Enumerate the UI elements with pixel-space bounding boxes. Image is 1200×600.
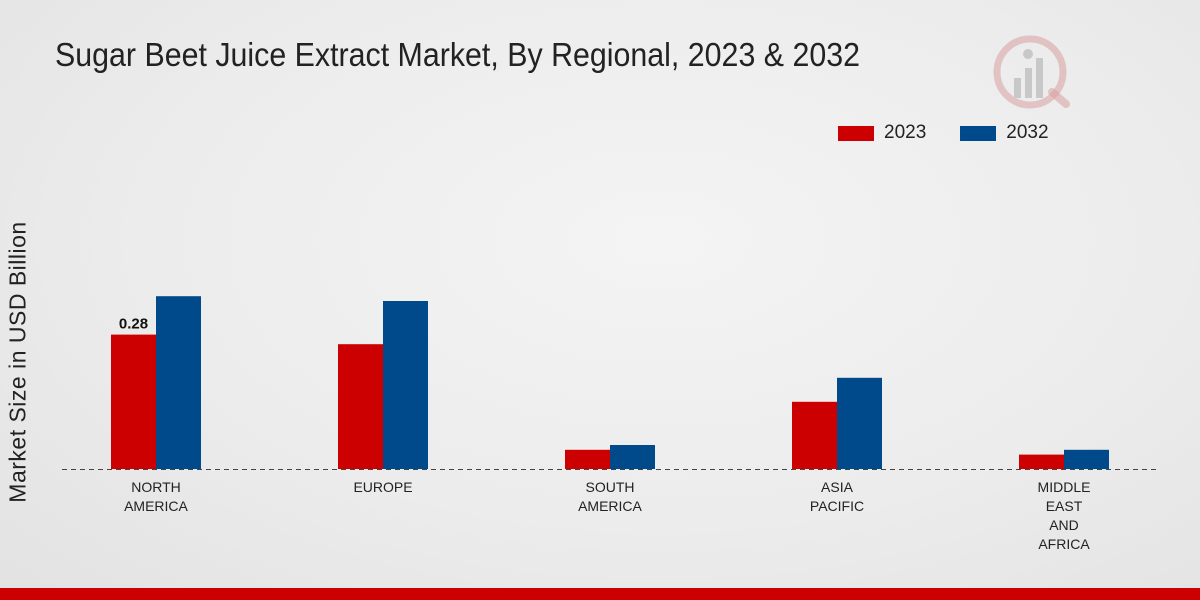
legend-item-2032: 2032 [960,122,1049,144]
x-tick-label-line: SOUTH [586,479,635,495]
x-tick-label-line: AFRICA [1038,536,1090,552]
legend-swatch-2023 [838,125,874,141]
x-tick-label-line: EUROPE [353,479,412,495]
bar-2023-3 [792,401,837,469]
bar-2032-0 [156,296,201,469]
x-tick-label-0: NORTH AMERICA [124,479,188,514]
x-tick-label-line: EAST [1046,498,1083,514]
footer-accent-bar [0,588,1200,600]
chart-title: Sugar Beet Juice Extract Market, By Regi… [55,36,860,73]
bar-2032-1 [383,301,428,469]
brand-logo-icon [993,35,1070,109]
x-tick-label-2: SOUTH AMERICA [578,479,642,514]
chart-legend: 2023 2032 [838,122,1049,144]
data-label-0: 0.28 [119,316,148,333]
bar-2023-0 [111,334,156,469]
bar-2023-2 [565,449,610,469]
x-tick-label-line: AMERICA [578,498,642,514]
legend-item-2023: 2023 [838,122,926,144]
x-tick-label-line: PACIFIC [810,498,864,514]
x-tick-label-4: MIDDLE EAST AND AFRICA [1038,479,1091,552]
x-tick-label-1: EUROPE [353,479,412,495]
legend-label-2023: 2023 [884,122,927,143]
bar-2032-4 [1064,449,1109,469]
x-tick-label-3: ASIA PACIFIC [810,479,864,514]
x-tick-label-line: NORTH [131,479,181,495]
bar-2023-1 [338,344,383,469]
x-tick-label-line: ASIA [821,479,854,495]
bar-2023-4 [1019,454,1064,469]
x-tick-label-line: MIDDLE [1038,479,1091,495]
legend-label-2032: 2032 [1006,122,1049,143]
legend-swatch-2032 [960,125,997,141]
x-tick-label-line: AMERICA [124,498,188,514]
x-tick-label-line: AND [1049,517,1079,533]
bar-2032-3 [837,377,882,469]
bar-2032-2 [610,445,655,469]
